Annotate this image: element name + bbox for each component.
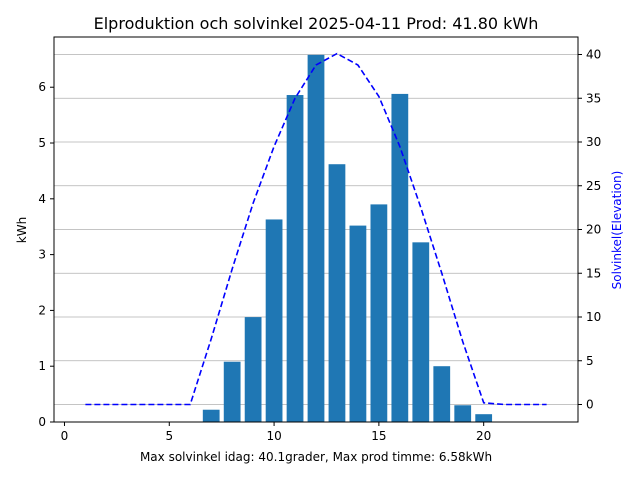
y2-tick-label: 35	[586, 91, 601, 105]
y2-tick-label: 0	[586, 398, 594, 412]
bar-h20	[475, 414, 493, 422]
y-tick-label: 5	[38, 136, 46, 150]
bar-h9	[244, 317, 262, 422]
y-tick-label: 1	[38, 359, 46, 373]
y2-tick-label: 30	[586, 135, 601, 149]
y-axis-ticks: 0 1 2 3 4 5 6	[38, 80, 54, 429]
bar-h7	[202, 409, 220, 422]
x-tick-label: 15	[371, 429, 386, 443]
bar-h17	[412, 242, 430, 422]
y-tick-label: 2	[38, 303, 46, 317]
y-axis-label: kWh	[15, 217, 29, 243]
bar-h15	[370, 204, 388, 422]
y-tick-label: 3	[38, 248, 46, 262]
bar-h13	[328, 164, 346, 422]
y2-tick-label: 15	[586, 266, 601, 280]
elevation-line-path	[85, 52, 547, 406]
chart-title: Elproduktion och solvinkel 2025-04-11 Pr…	[94, 14, 539, 33]
x-tick-label: 0	[61, 429, 69, 443]
x-axis-ticks: 0 5 10 15 20	[61, 422, 491, 443]
bars	[202, 54, 493, 423]
bar-h19	[454, 405, 472, 422]
x-tick-label: 5	[165, 429, 173, 443]
bar-h18	[433, 366, 451, 422]
y2-axis-ticks: 0 5 10 15 20 25 30 35 40	[578, 48, 601, 412]
y-tick-label: 6	[38, 80, 46, 94]
x-tick-label: 20	[476, 429, 491, 443]
bar-h14	[349, 225, 367, 422]
y2-tick-label: 20	[586, 223, 601, 237]
bar-h16	[391, 93, 409, 423]
bar-h8	[223, 361, 241, 422]
x-tick-label: 10	[266, 429, 281, 443]
y2-tick-label: 40	[586, 48, 601, 62]
y2-tick-label: 10	[586, 310, 601, 324]
y2-tick-label: 5	[586, 354, 594, 368]
x-axis-label: Max solvinkel idag: 40.1grader, Max prod…	[140, 450, 492, 464]
y-tick-label: 4	[38, 192, 46, 206]
y2-tick-label: 25	[586, 179, 601, 193]
elevation-line	[85, 52, 547, 406]
y2-axis-label: Solvinkel(Elevation)	[610, 171, 624, 290]
bar-h11	[286, 95, 304, 422]
bar-h10	[265, 219, 283, 422]
bar-h12	[307, 54, 325, 422]
y-tick-label: 0	[38, 415, 46, 429]
